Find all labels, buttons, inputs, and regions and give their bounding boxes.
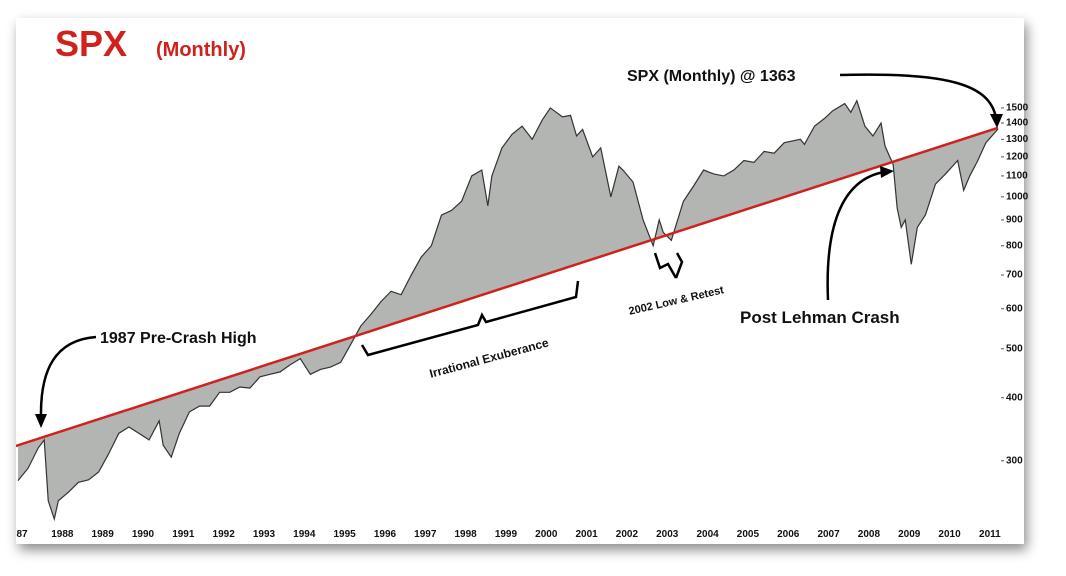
y-tick-label: 1500 [1006,103,1029,114]
arrow [839,73,998,119]
x-tick-label: 1999 [495,529,518,540]
annotation: Post Lehman Crash [740,308,900,327]
y-tick-label: 1300 [1006,134,1029,145]
plot-area [16,99,999,522]
y-tick-label: 1100 [1006,171,1028,182]
x-tick-label: 2008 [858,529,881,540]
x-tick-label: 1991 [172,529,195,540]
annotation: 1987 Pre-Crash High [100,330,257,347]
y-tick-label: 500 [1006,343,1023,354]
arrowhead [990,114,1003,128]
axes: 300 400 500 600 700 800 900 1000 1100 1200 1300 140… [16,103,1028,540]
x-tick-label: 2006 [777,529,800,540]
price-line [17,99,999,522]
x-tick-label: 1988 [51,529,74,540]
bracket [653,252,684,279]
arrowhead [35,414,47,428]
chart-subtitle: (Monthly) [156,39,246,61]
y-tick-label: 800 [1006,240,1023,251]
x-tick-label: 2010 [938,529,961,540]
x-tick-label: 1993 [253,529,276,540]
x-tick-label: 1990 [132,529,155,540]
x-tick-label: 2011 [979,529,1001,540]
x-tick-label: 2005 [737,529,760,540]
annotation: SPX (Monthly) @ 1363 [627,68,796,85]
y-tick-label: 1200 [1006,151,1029,162]
y-tick-label: 900 [1006,215,1023,226]
y-tick-label: 1400 [1006,118,1029,129]
x-tick-label: 1997 [414,529,437,540]
x-tick-label: 1989 [92,529,115,540]
arrows [35,73,1003,428]
arrowhead [880,166,894,178]
trendline [16,126,999,448]
bracket [360,280,580,357]
area-fill [18,100,998,520]
x-tick-label: 1996 [374,529,397,540]
y-tick-label: 300 [1006,455,1023,466]
x-tick-label: 2004 [696,529,719,540]
x-tick-label: 1998 [454,529,477,540]
x-tick-label: 1995 [334,529,357,540]
y-tick-label: 600 [1006,303,1023,314]
arrow [826,170,885,301]
x-tick-label: 87 [16,529,28,540]
x-tick-label: 2003 [656,529,679,540]
x-tick-label: 1992 [213,529,236,540]
y-tick-label: 1000 [1006,191,1029,202]
y-tick-label: 400 [1006,392,1023,403]
x-tick-label: 2007 [817,529,840,540]
arrow [39,335,97,419]
x-tick-label: 2002 [616,529,639,540]
x-tick-label: 2000 [535,529,558,540]
chart-title: SPX [55,23,127,64]
y-tick-label: 700 [1006,270,1023,281]
x-tick-label: 2009 [898,529,921,540]
x-tick-label: 2001 [575,529,598,540]
x-tick-label: 1994 [293,529,316,540]
